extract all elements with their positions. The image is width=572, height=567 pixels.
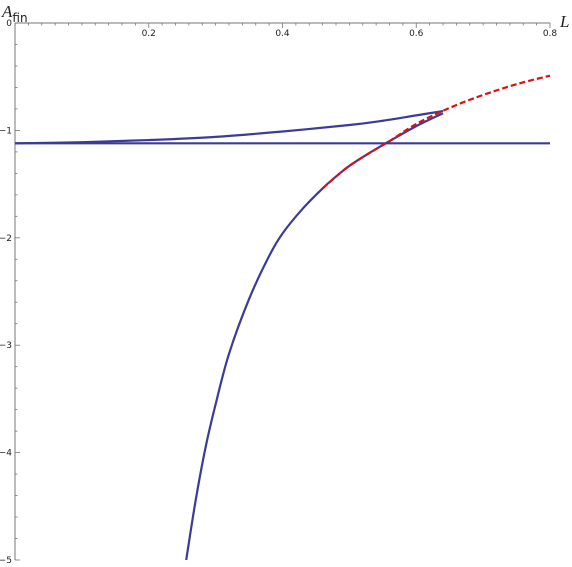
x-tick-label: 0.2 (142, 29, 156, 39)
x-tick-label: 0.6 (409, 29, 424, 39)
y-axis-title-main: A (1, 2, 13, 21)
series-line-4-dashed (321, 74, 551, 190)
y-tick-label: −1 (0, 126, 12, 136)
x-tick-label: 0.4 (275, 29, 290, 39)
x-axis-title: L (559, 12, 569, 31)
y-axis-title: Afin (1, 2, 28, 25)
y-tick-label: −2 (0, 234, 12, 244)
axes: 0.2 0.4 0.6 0.8 0 −1 −2 −3 −4 −5 (0, 19, 557, 566)
x-tick-label: 0.8 (543, 29, 558, 39)
series-group (14, 74, 551, 561)
series-line-1 (14, 109, 444, 145)
y-tick-label: 0 (6, 19, 12, 29)
y-tick-label: −4 (0, 449, 12, 459)
y-tick-label: −3 (0, 341, 12, 351)
y-axis-title-sub: fin (12, 11, 27, 25)
y-tick-label: −5 (0, 556, 12, 566)
series-line-3 (185, 112, 444, 561)
